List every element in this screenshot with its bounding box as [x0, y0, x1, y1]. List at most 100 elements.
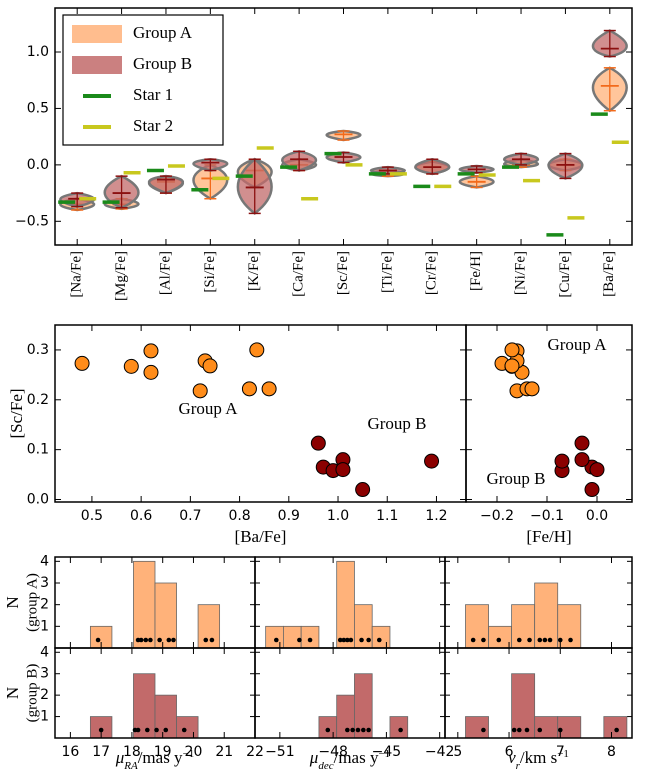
legend-label: Star 2	[133, 116, 173, 135]
rug-point	[547, 637, 553, 643]
rug-point	[511, 727, 517, 733]
y-axis-label: N	[3, 687, 22, 699]
rug-point	[496, 637, 502, 643]
rug-point	[325, 727, 331, 733]
x-tick-label: 0.6	[130, 508, 152, 524]
x-tick-label: [Na/Fe]	[69, 251, 85, 298]
rug-point	[348, 637, 354, 643]
rug-point	[148, 637, 153, 643]
scatter-point	[504, 342, 520, 358]
histogram-bar	[371, 625, 391, 649]
rug-point	[557, 637, 563, 643]
y-tick-label: 0.5	[27, 100, 49, 116]
label-subscript: dec	[318, 760, 333, 772]
x-tick-label: 1.1	[376, 508, 398, 524]
x-tick-label: [Ba/Fe]	[601, 251, 617, 297]
rug-point	[366, 637, 371, 643]
scatter-point	[74, 355, 90, 371]
y-tick-label: 3	[40, 575, 49, 591]
x-tick-label: [Mg/Fe]	[113, 251, 129, 301]
label-subscript: r	[516, 760, 521, 772]
rug-point	[154, 727, 159, 733]
x-tick-label: 0.5	[81, 508, 103, 524]
x-axis-label: [Fe/H]	[526, 527, 571, 546]
x-axis-label: [Ba/Fe]	[235, 527, 287, 546]
axes-frame	[465, 324, 633, 503]
y-axis-label: N	[3, 596, 22, 608]
x-tick-label: 20	[185, 744, 203, 760]
label-symbol: μ	[115, 748, 125, 767]
x-tick-label: 1.2	[425, 508, 447, 524]
x-tick-label: −0.1	[530, 508, 564, 524]
rug-point	[163, 727, 169, 733]
histogram-bar	[300, 625, 320, 649]
scatter-point	[335, 462, 351, 478]
legend-swatch	[72, 25, 122, 43]
y-tick-label: 0.2	[27, 392, 49, 408]
label-superscript: −1	[557, 748, 569, 760]
label-superscript: −1	[378, 748, 390, 760]
x-axis-label: μdec/mas y−1	[309, 748, 390, 772]
scatter-point	[355, 482, 371, 498]
histogram-bar	[389, 716, 409, 739]
label-subscript: RA	[123, 760, 138, 772]
rug-point	[143, 637, 149, 643]
scatter-point	[574, 435, 590, 451]
label-unit: /km s	[520, 748, 557, 767]
rug-point	[171, 637, 176, 643]
x-tick-label: −45	[372, 744, 402, 760]
x-axis-label: vr/km s−1	[508, 748, 569, 772]
x-tick-label: [Ni/Fe]	[512, 251, 528, 295]
y-tick-label: 1	[40, 709, 49, 725]
rug-point	[95, 637, 101, 643]
scatter-point	[241, 381, 257, 397]
rug-point	[366, 727, 371, 733]
annotation: Group A	[547, 335, 607, 354]
scatter-point	[524, 381, 540, 397]
legend-label: Group A	[133, 23, 193, 42]
y-tick-label: 2	[40, 687, 49, 703]
x-tick-label: [Sc/Fe]	[335, 251, 351, 295]
y-tick-label: 4	[40, 553, 49, 569]
scatter-point	[143, 364, 159, 380]
rug-point	[350, 727, 355, 733]
rug-point	[135, 727, 141, 733]
x-tick-label: 0.8	[228, 508, 250, 524]
x-tick-label: [Si/Fe]	[202, 251, 218, 293]
scatter-point	[261, 381, 277, 397]
x-tick-label: 0.0	[586, 508, 608, 524]
y-tick-label: 0.3	[27, 342, 49, 358]
label-unit: /mas y	[334, 748, 379, 767]
histogram-bar	[534, 716, 559, 739]
legend-swatch	[72, 56, 122, 74]
rug-point	[297, 637, 302, 643]
axes-frame	[54, 7, 633, 246]
x-tick-label: [Ca/Fe]	[291, 251, 307, 297]
rug-point	[542, 637, 548, 643]
label-symbol: v	[508, 748, 516, 767]
legend-label: Star 1	[133, 85, 173, 104]
rug-point	[181, 727, 187, 733]
legend-label: Group B	[133, 54, 192, 73]
x-tick-label: 5	[453, 744, 462, 760]
scatter-point	[574, 452, 590, 468]
histogram-bar	[283, 625, 302, 649]
y-tick-label: 0.0	[27, 492, 49, 508]
x-tick-label: 22	[246, 744, 264, 760]
annotation: Group B	[367, 414, 426, 433]
x-tick-label: 1.0	[327, 508, 349, 524]
rug-point	[98, 727, 104, 733]
y-tick-label: 3	[40, 666, 49, 682]
rug-point	[157, 637, 162, 643]
x-tick-label: 21	[215, 744, 233, 760]
y-tick-label: 1.0	[27, 44, 49, 60]
annotation: Group B	[486, 469, 545, 488]
scatter-point	[123, 358, 139, 374]
histogram-bar	[265, 625, 284, 649]
x-tick-label: −48	[318, 744, 348, 760]
histogram-bar	[488, 625, 513, 649]
x-axis-label: μRA/mas y−1	[115, 748, 195, 772]
y-tick-label: 0.0	[27, 157, 49, 173]
x-tick-label: 0.7	[179, 508, 201, 524]
